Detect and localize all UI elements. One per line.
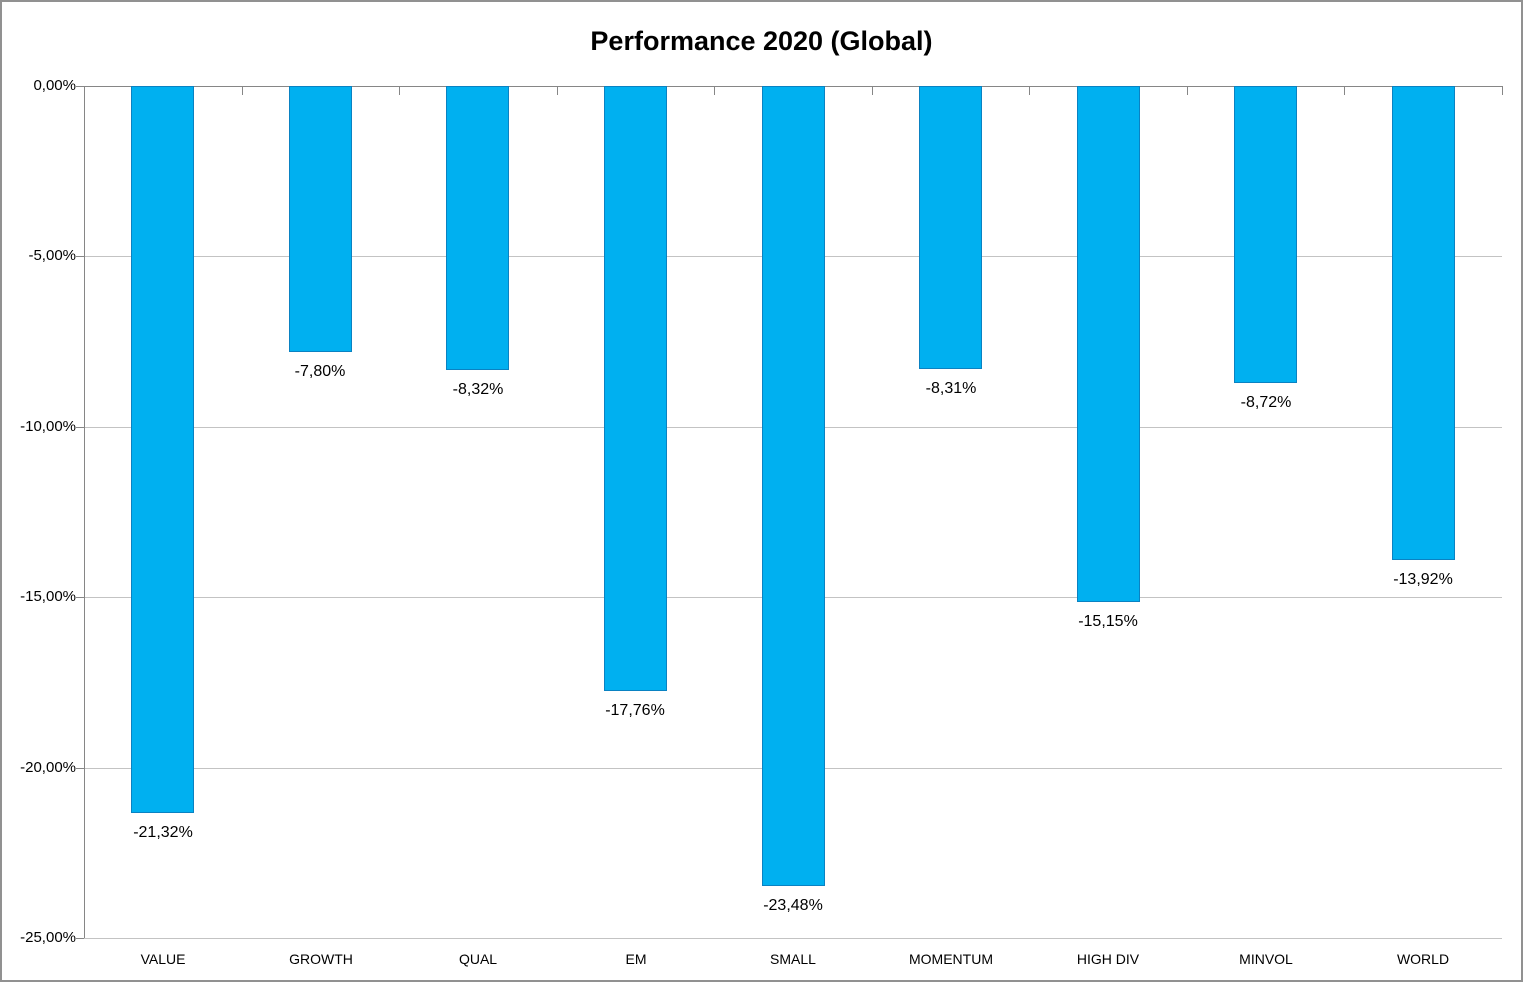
category-axis-tick — [1029, 86, 1030, 95]
data-label: -8,32% — [452, 381, 504, 398]
bar-minvol — [1234, 86, 1297, 383]
data-label: -8,31% — [925, 380, 977, 397]
data-label: -21,32% — [133, 824, 193, 841]
category-label: WORLD — [1396, 951, 1450, 967]
y-axis-tick-label: -20,00% — [20, 759, 76, 776]
bar-growth — [289, 86, 352, 352]
chart-title: Performance 2020 (Global) — [590, 26, 933, 56]
bar-high-div — [1077, 86, 1140, 602]
y-axis-tick — [76, 768, 84, 769]
y-axis-tick-label: -15,00% — [20, 588, 76, 605]
category-axis-tick — [1344, 86, 1345, 95]
category-axis-tick — [1187, 86, 1188, 95]
bar-small — [762, 86, 825, 886]
bar-em — [604, 86, 667, 691]
category-axis-tick — [242, 86, 243, 95]
value-axis-line — [84, 86, 85, 938]
bar-value — [131, 86, 194, 813]
category-label: GROWTH — [289, 951, 353, 967]
category-label: QUAL — [458, 951, 498, 967]
category-label: MINVOL — [1239, 951, 1293, 967]
y-axis-tick-label: 0,00% — [33, 77, 76, 94]
data-label: -8,72% — [1240, 394, 1292, 411]
category-label: EM — [625, 951, 647, 967]
category-axis-tick — [557, 86, 558, 95]
bar-world — [1392, 86, 1455, 560]
y-axis-tick — [76, 86, 84, 87]
y-axis-tick — [76, 427, 84, 428]
plot-area: -21,32% VALUE -7,80% GROWTH -8,32% QUAL -17,76… — [84, 86, 1503, 967]
bar-momentum — [919, 86, 982, 369]
category-axis-tick — [872, 86, 873, 95]
gridline — [84, 938, 1502, 939]
y-axis-tick — [76, 256, 84, 257]
y-axis-tick-label: -10,00% — [20, 418, 76, 435]
category-label: SMALL — [770, 951, 816, 967]
category-label: HIGH DIV — [1076, 951, 1140, 967]
category-axis-tick — [84, 86, 85, 95]
y-axis-tick — [76, 938, 84, 939]
category-axis-tick — [399, 86, 400, 95]
y-axis-tick-label: -5,00% — [28, 247, 76, 264]
category-axis-tick — [1502, 86, 1503, 95]
y-axis-tick-label: -25,00% — [20, 929, 76, 946]
data-label: -17,76% — [605, 702, 665, 719]
y-axis-tick — [76, 597, 84, 598]
data-label: -15,15% — [1078, 613, 1138, 630]
data-label: -7,80% — [294, 363, 346, 380]
bar-qual — [446, 86, 509, 370]
category-label: VALUE — [140, 951, 186, 967]
data-label: -13,92% — [1393, 571, 1453, 588]
category-label: MOMENTUM — [909, 951, 993, 967]
category-axis-tick — [714, 86, 715, 95]
data-label: -23,48% — [763, 897, 823, 914]
